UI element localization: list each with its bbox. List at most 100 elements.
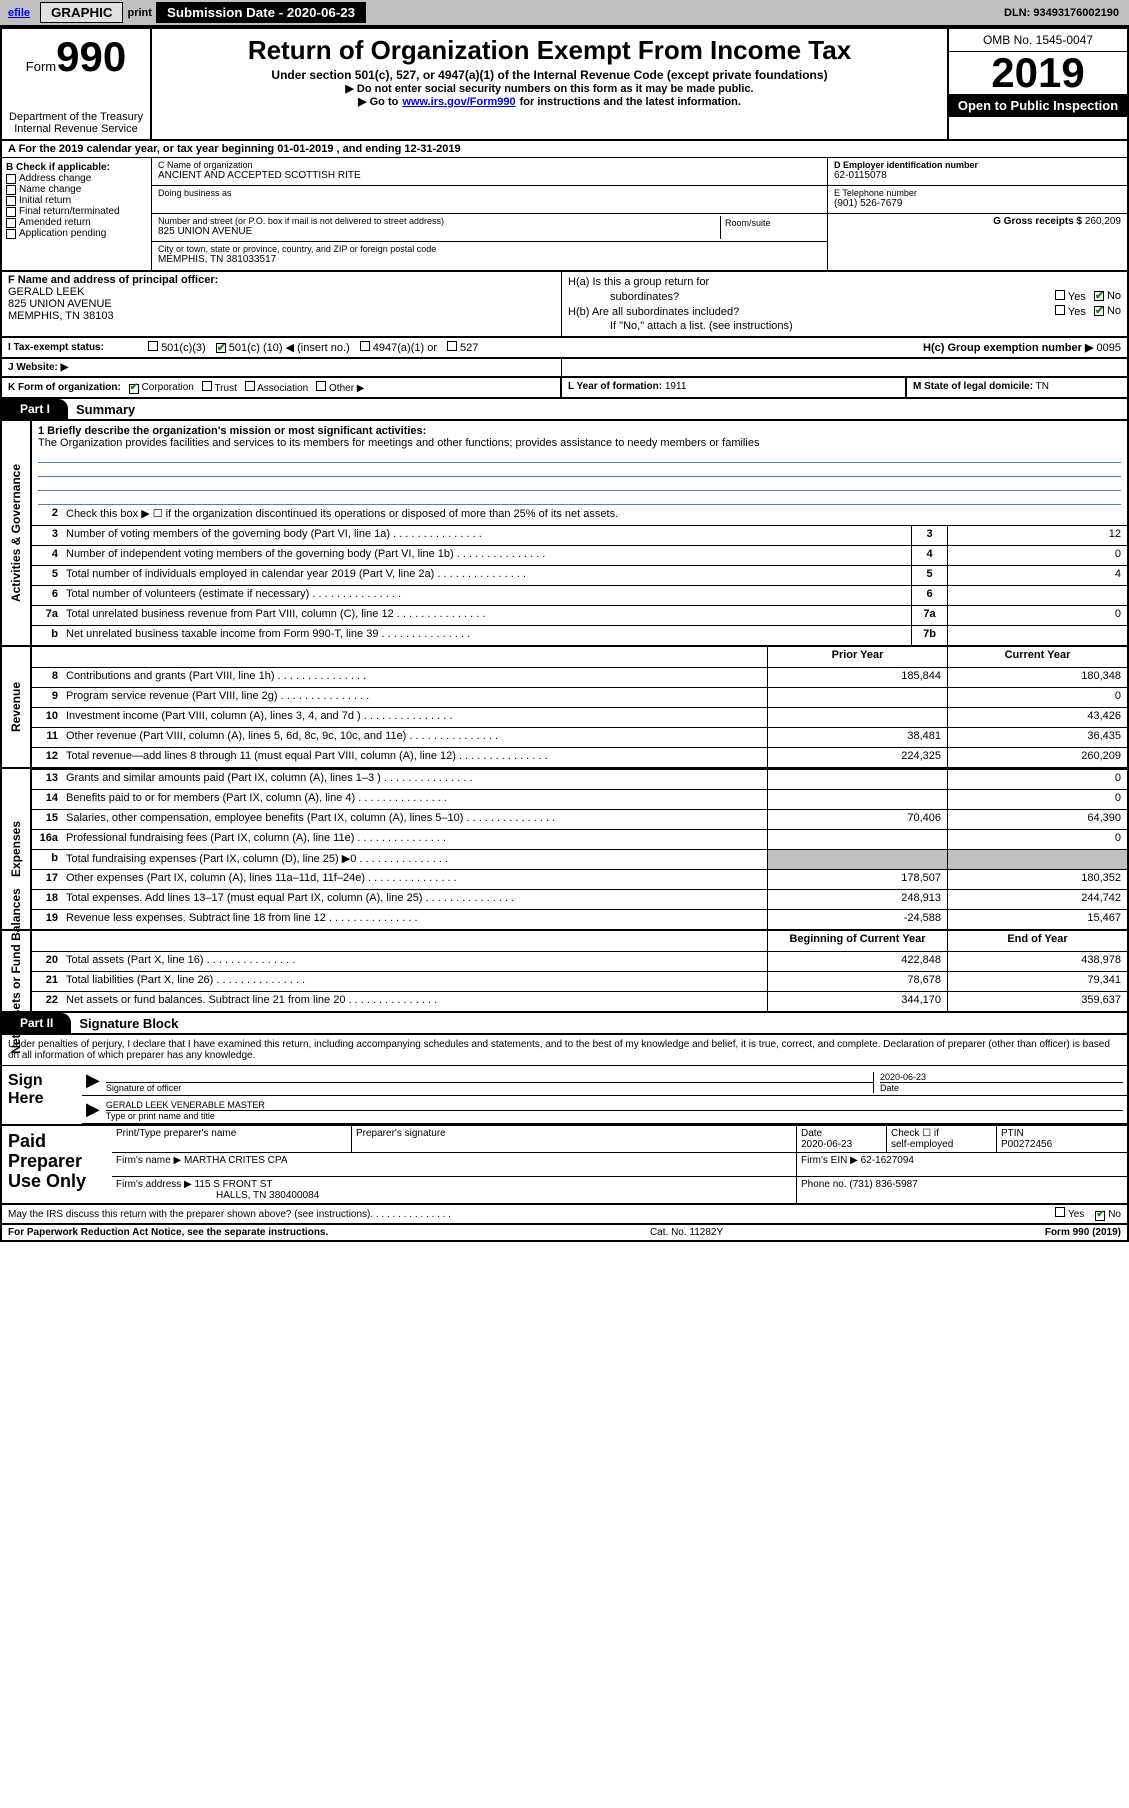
line-value: 4 — [947, 566, 1127, 585]
submission-date-button[interactable]: Submission Date - 2020-06-23 — [156, 2, 366, 23]
ptin-value: P00272456 — [1001, 1139, 1123, 1150]
checkbox[interactable] — [6, 218, 16, 228]
summary-line: 20Total assets (Part X, line 16)422,8484… — [32, 951, 1127, 971]
toolbar: efile GRAPHIC print Submission Date - 20… — [0, 0, 1129, 27]
prior-value: 185,844 — [767, 668, 947, 687]
ein-value: 62-0115078 — [834, 170, 1121, 181]
ha-label: H(a) Is this a group return for — [568, 276, 709, 288]
h-note: If "No," attach a list. (see instruction… — [610, 320, 1121, 332]
box-b-item: Initial return — [6, 195, 147, 206]
q1-label: 1 Briefly describe the organization's mi… — [38, 425, 1121, 437]
summary-line: 17Other expenses (Part IX, column (A), l… — [32, 869, 1127, 889]
line-box: 7b — [911, 626, 947, 645]
summary-line: 3Number of voting members of the governi… — [32, 525, 1127, 545]
firm-ein-label: Firm's EIN ▶ — [801, 1155, 858, 1166]
line-box: 5 — [911, 566, 947, 585]
irs-label: Internal Revenue Service — [6, 123, 146, 135]
officer-addr2: MEMPHIS, TN 38103 — [8, 310, 555, 322]
prep-date-label: Date — [801, 1128, 882, 1139]
sig-officer-label: Signature of officer — [106, 1083, 181, 1093]
summary-line: bNet unrelated business taxable income f… — [32, 625, 1127, 645]
prep-name-label: Print/Type preparer's name — [112, 1126, 352, 1152]
line-text: Professional fundraising fees (Part IX, … — [62, 830, 767, 849]
phone-label: E Telephone number — [834, 188, 1121, 198]
phone-value: (901) 526-7679 — [834, 198, 1121, 209]
side-revenue: Revenue — [2, 647, 32, 767]
trust-checkbox[interactable] — [202, 381, 212, 391]
checkbox[interactable] — [6, 207, 16, 217]
prior-value: 70,406 — [767, 810, 947, 829]
arrow-icon: ▶ — [86, 1070, 100, 1091]
self-emp-label: self-employed — [891, 1139, 992, 1150]
line-text: Number of independent voting members of … — [62, 546, 911, 565]
checkbox[interactable] — [6, 229, 16, 239]
graphic-button[interactable]: GRAPHIC — [40, 2, 123, 23]
row-i-status: I Tax-exempt status: 501(c)(3) 501(c) (1… — [2, 338, 1127, 359]
current-value: 64,390 — [947, 810, 1127, 829]
checkbox[interactable] — [6, 174, 16, 184]
line-num: 7a — [32, 606, 62, 625]
summary-line: 16aProfessional fundraising fees (Part I… — [32, 829, 1127, 849]
checkbox[interactable] — [6, 196, 16, 206]
q1-text: The Organization provides facilities and… — [38, 437, 1121, 449]
prior-value — [767, 688, 947, 707]
declaration-text: Under penalties of perjury, I declare th… — [2, 1035, 1127, 1065]
firm-addr-label: Firm's address ▶ — [116, 1179, 192, 1190]
501c-checkbox[interactable] — [216, 343, 226, 353]
form990-link[interactable]: www.irs.gov/Form990 — [402, 96, 515, 108]
addr-value: 825 UNION AVENUE — [158, 226, 720, 237]
firm-name-label: Firm's name ▶ — [116, 1155, 181, 1166]
footer-row: For Paperwork Reduction Act Notice, see … — [2, 1225, 1127, 1240]
line-value: 12 — [947, 526, 1127, 545]
box-b-item: Address change — [6, 173, 147, 184]
line-num: 17 — [32, 870, 62, 889]
part2-title: Signature Block — [71, 1016, 178, 1031]
line-num: 19 — [32, 910, 62, 929]
officer-label: F Name and address of principal officer: — [8, 274, 555, 286]
corp-checkbox[interactable] — [129, 384, 139, 394]
line-text: Revenue less expenses. Subtract line 18 … — [62, 910, 767, 929]
summary-line: 13Grants and similar amounts paid (Part … — [32, 769, 1127, 789]
no-label: No — [1108, 1209, 1121, 1220]
website-label: J Website: ▶ — [2, 359, 562, 376]
part1-tab: Part I — [2, 399, 68, 419]
line-text: Salaries, other compensation, employee b… — [62, 810, 767, 829]
hb-no-checkbox[interactable] — [1094, 306, 1104, 316]
501c3-checkbox[interactable] — [148, 341, 158, 351]
4947-checkbox[interactable] — [360, 341, 370, 351]
other-checkbox[interactable] — [316, 381, 326, 391]
line-text: Total fundraising expenses (Part IX, col… — [62, 850, 767, 869]
part2-header: Part II Signature Block — [2, 1013, 1127, 1035]
hb-yes-checkbox[interactable] — [1055, 305, 1065, 315]
no-label: No — [1107, 290, 1121, 302]
line-num: b — [32, 626, 62, 645]
discuss-yes-checkbox[interactable] — [1055, 1207, 1065, 1217]
line-num: 21 — [32, 972, 62, 991]
summary-line: 6Total number of volunteers (estimate if… — [32, 585, 1127, 605]
section-expenses: Expenses 13Grants and similar amounts pa… — [2, 769, 1127, 931]
ha-no-checkbox[interactable] — [1094, 291, 1104, 301]
assoc-checkbox[interactable] — [245, 381, 255, 391]
efile-link[interactable]: efile — [2, 5, 36, 21]
prior-value: 38,481 — [767, 728, 947, 747]
527-checkbox[interactable] — [447, 341, 457, 351]
box-b-item-label: Final return/terminated — [19, 206, 120, 217]
current-value: 180,348 — [947, 668, 1127, 687]
line-text: Number of voting members of the governin… — [62, 526, 911, 545]
firm-ein-value: 62-1627094 — [861, 1155, 914, 1166]
row-f-h: F Name and address of principal officer:… — [2, 272, 1127, 338]
box-h: H(a) Is this a group return for subordin… — [562, 272, 1127, 336]
print-label[interactable]: print — [127, 7, 151, 19]
prep-phone-label: Phone no. — [801, 1179, 847, 1190]
section-bcdeg: B Check if applicable: Address changeNam… — [2, 158, 1127, 272]
checkbox[interactable] — [6, 185, 16, 195]
summary-line: 8Contributions and grants (Part VIII, li… — [32, 667, 1127, 687]
paid-preparer: Paid Preparer Use Only Print/Type prepar… — [2, 1124, 1127, 1205]
discuss-no-checkbox[interactable] — [1095, 1211, 1105, 1221]
ha-yes-checkbox[interactable] — [1055, 290, 1065, 300]
officer-addr1: 825 UNION AVENUE — [8, 298, 555, 310]
line-text: Total number of individuals employed in … — [62, 566, 911, 585]
opt-501c-pre: 501(c) ( — [229, 342, 267, 354]
col-prior: Prior Year — [767, 647, 947, 667]
note-post: for instructions and the latest informat… — [520, 96, 741, 108]
